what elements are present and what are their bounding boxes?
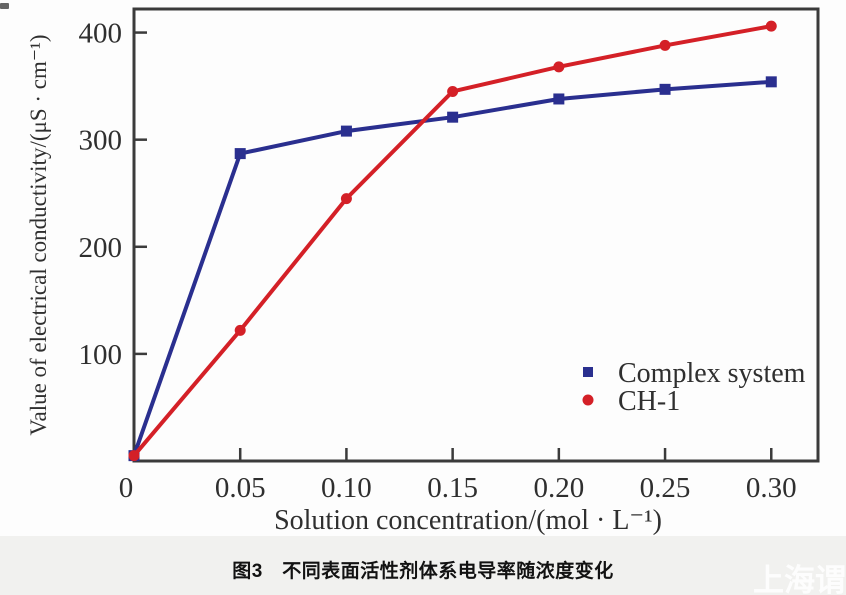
data-point-ch-1 <box>659 39 671 51</box>
y-tick-label: 400 <box>79 18 123 50</box>
data-point-complex-system <box>447 111 459 123</box>
data-point-complex-system <box>553 93 565 105</box>
data-point-complex-system <box>340 125 352 137</box>
x-tick-label: 0.15 <box>427 472 478 504</box>
legend-marker-complex-system <box>583 367 593 377</box>
conductivity-line-chart: 100 200 300 400 0 0.05 0.10 0.15 0.20 0.25 0.30 Sol… <box>26 7 820 536</box>
caption-band: 图3 不同表面活性剂体系电导率随浓度变化 上海谓 <box>0 536 846 595</box>
data-point-ch-1 <box>553 61 565 73</box>
y-axis-label: Value of electrical conductivity/(μS · c… <box>26 34 51 435</box>
data-point-ch-1 <box>447 85 459 97</box>
data-point-ch-1 <box>128 450 140 462</box>
x-tick-label: 0.30 <box>746 472 797 504</box>
figure-area: 100 200 300 400 0 0.05 0.10 0.15 0.20 0.25 0.30 Sol… <box>0 3 820 536</box>
scan-artifact <box>0 3 9 9</box>
x-tick-label: 0.05 <box>215 472 266 504</box>
x-tick-label: 0.20 <box>533 472 584 504</box>
x-axis-label: Solution concentration/(mol · L⁻¹) <box>274 505 662 536</box>
data-point-complex-system <box>234 148 246 160</box>
watermark-text: 上海谓 <box>753 563 846 595</box>
figure-caption: 图3 不同表面活性剂体系电导率随浓度变化 <box>232 561 614 582</box>
x-tick-label: 0.10 <box>321 472 372 504</box>
y-tick-label: 300 <box>79 125 123 157</box>
y-tick-label: 100 <box>79 339 123 371</box>
y-tick-label: 200 <box>79 232 123 264</box>
legend-label-complex-system: Complex system <box>618 358 806 389</box>
plot-frame <box>132 7 820 463</box>
legend-label-ch-1: CH-1 <box>618 386 680 417</box>
data-point-complex-system <box>765 76 777 88</box>
data-point-complex-system <box>659 83 671 95</box>
legend-marker-ch-1 <box>582 394 594 406</box>
x-tick-label: 0.25 <box>640 472 691 504</box>
data-point-ch-1 <box>234 324 246 336</box>
x-tick-label: 0 <box>119 472 134 504</box>
data-point-ch-1 <box>340 193 352 205</box>
data-point-ch-1 <box>765 20 777 32</box>
